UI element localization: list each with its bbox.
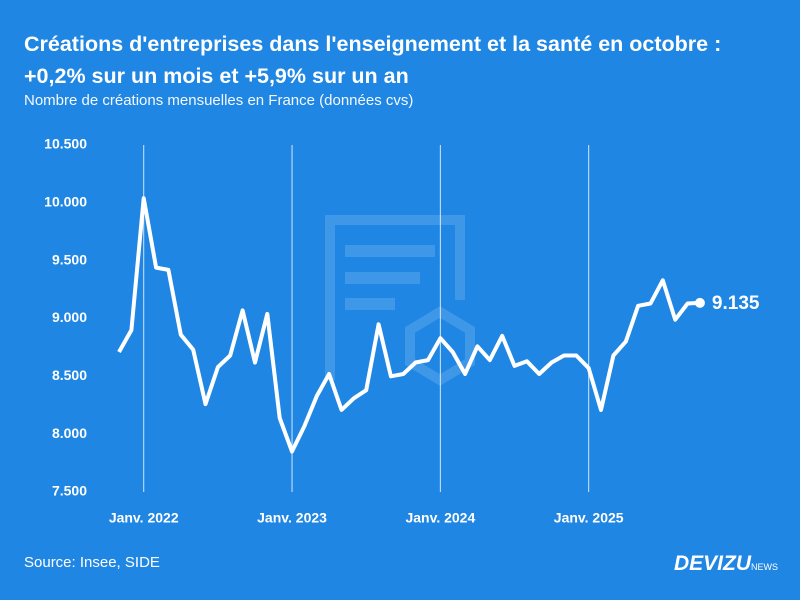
x-tick-label: Janv. 2024 — [405, 510, 475, 526]
y-tick-label: 9.000 — [52, 309, 87, 325]
chart-subtitle: Nombre de créations mensuelles en France… — [24, 92, 414, 109]
y-tick-label: 8.000 — [52, 425, 87, 441]
y-tick-label: 7.500 — [52, 483, 87, 499]
brand-suffix: NEWS — [751, 562, 778, 572]
y-tick-label: 10.000 — [44, 194, 87, 210]
brand-logo: DEVIZUNEWS — [674, 552, 778, 576]
y-tick-label: 8.500 — [52, 367, 87, 383]
x-tick-label: Janv. 2023 — [257, 510, 327, 526]
y-tick-label: 9.500 — [52, 251, 87, 267]
x-tick-label: Janv. 2025 — [554, 510, 624, 526]
data-line — [117, 196, 700, 454]
end-point — [694, 297, 705, 308]
brand-name: DEVIZU — [673, 552, 751, 575]
x-tick-label: Janv. 2022 — [109, 510, 179, 526]
source: Source: Insee, SIDE — [24, 554, 160, 571]
y-tick-label: 10.500 — [44, 136, 87, 152]
value-label: 9.135 — [712, 293, 760, 314]
watermark — [325, 215, 475, 386]
chart-title: Créations d'entreprises dans l'enseignem… — [24, 32, 722, 88]
